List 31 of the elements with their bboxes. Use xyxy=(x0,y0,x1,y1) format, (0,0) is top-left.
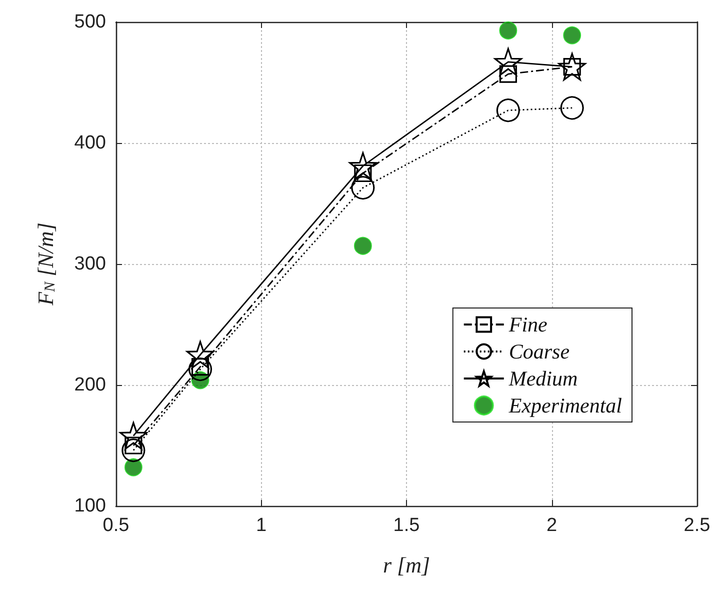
point xyxy=(124,458,142,476)
x-tick-label: 2 xyxy=(546,515,558,536)
point xyxy=(494,48,522,76)
point xyxy=(499,65,517,83)
y-tick-label: 200 xyxy=(74,374,106,396)
x-tick-label: 2.5 xyxy=(684,515,710,536)
point xyxy=(349,152,377,180)
point xyxy=(122,438,146,462)
y-axis-title: FN [N/m] xyxy=(33,222,58,306)
point xyxy=(560,96,584,120)
point xyxy=(558,52,586,81)
x-tick-label: 0.5 xyxy=(102,515,130,536)
legend-label: Experimental xyxy=(508,394,622,418)
point xyxy=(496,98,520,122)
point xyxy=(563,26,582,44)
x-tick-label: 1.5 xyxy=(393,515,420,536)
point xyxy=(499,21,518,40)
y-tick-label: 100 xyxy=(74,496,106,516)
point xyxy=(186,340,214,369)
y-tick-label: 300 xyxy=(74,254,106,274)
x-axis-title: r [m] xyxy=(382,552,430,578)
point xyxy=(188,357,212,382)
legend-label: Fine xyxy=(508,312,548,336)
y-tick-label: 500 xyxy=(74,12,106,32)
legend-label: Coarse xyxy=(508,340,570,364)
legend-label: Medium xyxy=(508,366,578,390)
point xyxy=(351,176,375,200)
x-tick-label: 1 xyxy=(256,515,267,536)
y-tick-label: 400 xyxy=(74,132,106,154)
point xyxy=(354,236,372,255)
point xyxy=(120,422,148,450)
